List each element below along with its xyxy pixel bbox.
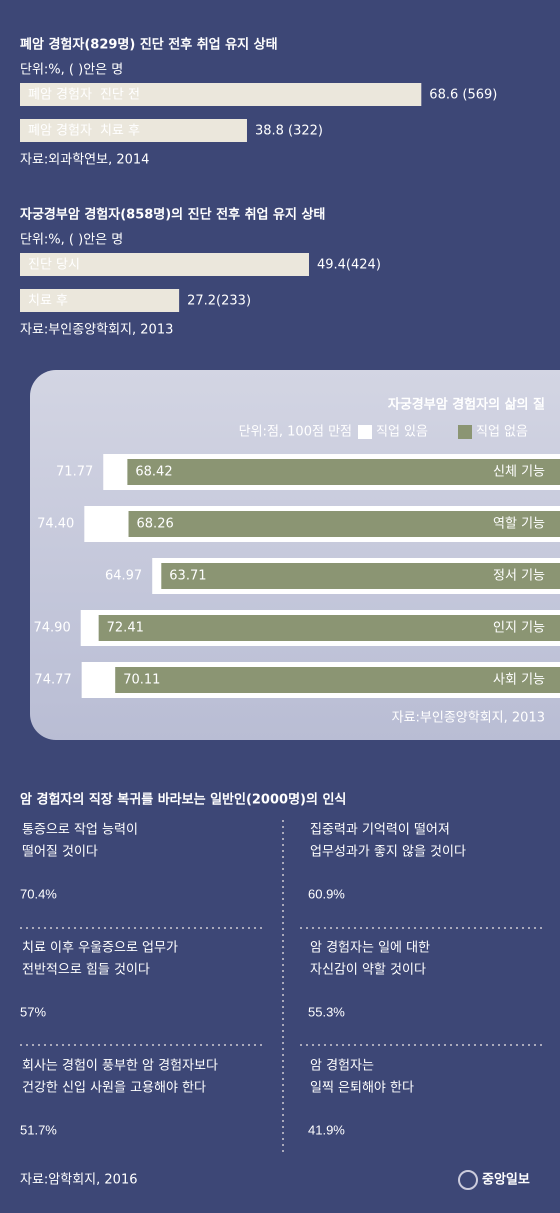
- legend-label: 직업 있음: [376, 425, 428, 440]
- bar: [161, 563, 560, 589]
- value-label: 72.41: [107, 621, 144, 636]
- source: 자료:외과학연보, 2014: [20, 153, 149, 168]
- statement: 일찍 은퇴해야 한다: [310, 1081, 414, 1096]
- statement: 건강한 신입 사원을 고용해야 한다: [22, 1081, 206, 1096]
- bar-label: 치료 후: [28, 294, 68, 309]
- category-label: 사회 기능: [493, 673, 545, 688]
- legend-swatch: [358, 425, 372, 439]
- subtitle: 단위:%, ( )안은 명: [20, 63, 123, 78]
- statement: 떨어질 것이다: [22, 845, 98, 860]
- bar: [98, 615, 560, 641]
- bar-group: 폐암 경험자: [28, 88, 92, 103]
- source: 자료:암학회지, 2016: [20, 1173, 138, 1188]
- category-label: 역할 기능: [493, 517, 545, 532]
- value-label: 70.11: [123, 673, 160, 688]
- value-label: 74.40: [37, 517, 74, 532]
- bar-group: 폐암 경험자: [28, 124, 92, 139]
- value-label: 27.2(233): [187, 294, 251, 309]
- unit: 단위:점, 100점 만점: [239, 425, 352, 440]
- bar-label: 진단 전: [100, 88, 140, 103]
- statement: 회사는 경험이 풍부한 암 경험자보다: [22, 1059, 218, 1074]
- value-label: 64.97: [105, 569, 142, 584]
- value-label: 68.6 (569): [429, 88, 497, 103]
- source: 자료:부인종양학회지, 2013: [20, 323, 173, 338]
- statement: 암 경험자는 일에 대한: [310, 941, 430, 956]
- statement: 자신감이 약할 것이다: [310, 963, 426, 978]
- bar: [115, 667, 560, 693]
- category-label: 정서 기능: [493, 569, 545, 584]
- bar: [127, 459, 560, 485]
- credit: 중앙일보: [482, 1172, 530, 1188]
- statement: 전반적으로 힘들 것이다: [22, 963, 150, 978]
- bar: [20, 83, 422, 106]
- chart-title: 암 경험자의 직장 복귀를 바라보는 일반인(2000명)의 인식: [20, 792, 346, 808]
- bar: [128, 511, 560, 537]
- bar: [20, 289, 180, 312]
- statement: 치료 이후 우울증으로 업무가: [22, 941, 178, 956]
- stat-value: 60.9%: [308, 886, 345, 901]
- bar-label: 진단 당시: [28, 258, 80, 273]
- value-label: 38.8 (322): [255, 124, 323, 139]
- stat-value: 70.4%: [20, 886, 57, 901]
- statement: 통증으로 작업 능력이: [22, 823, 138, 838]
- stat-value: 41.9%: [308, 1122, 345, 1137]
- chart-title: 폐암 경험자(829명) 진단 전후 취업 유지 상태: [20, 37, 278, 53]
- bar-label: 치료 후: [100, 124, 140, 139]
- value-label: 71.77: [56, 465, 93, 480]
- category-label: 신체 기능: [493, 465, 545, 480]
- value-label: 74.77: [34, 673, 71, 688]
- chart-title: 자궁경부암 경험자(858명)의 진단 전후 취업 유지 상태: [20, 207, 325, 223]
- statement: 업무성과가 좋지 않을 것이다: [310, 845, 466, 860]
- bar: [20, 253, 309, 276]
- bar: [20, 119, 247, 142]
- chart-title: 자궁경부암 경험자의 삶의 질: [388, 397, 545, 413]
- statement: 암 경험자는: [310, 1059, 374, 1074]
- legend-label: 직업 없음: [476, 425, 528, 440]
- source: 자료:부인종양학회지, 2013: [392, 711, 545, 726]
- value-label: 68.42: [135, 465, 172, 480]
- statement: 집중력과 기억력이 떨어져: [310, 823, 450, 838]
- legend-swatch: [458, 425, 472, 439]
- value-label: 49.4(424): [317, 258, 381, 273]
- subtitle: 단위:%, ( )안은 명: [20, 233, 123, 248]
- value-label: 68.26: [137, 517, 174, 532]
- stat-value: 57%: [20, 1004, 46, 1019]
- value-label: 63.71: [169, 569, 206, 584]
- value-label: 74.90: [34, 621, 71, 636]
- stat-value: 55.3%: [308, 1004, 345, 1019]
- logo-mark: [458, 1170, 478, 1190]
- stat-value: 51.7%: [20, 1122, 57, 1137]
- category-label: 인지 기능: [493, 621, 545, 636]
